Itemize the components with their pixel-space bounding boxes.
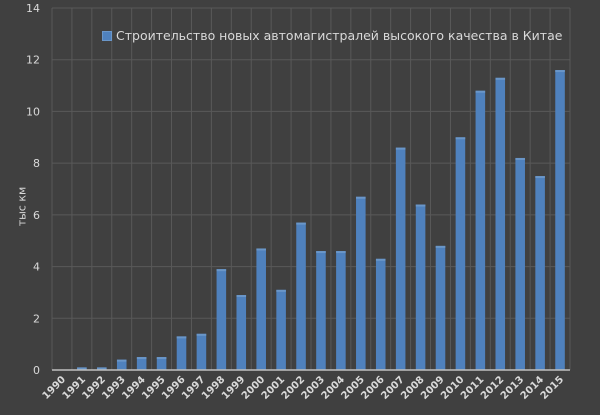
bar-1998 <box>216 269 227 370</box>
bar-top-highlight <box>515 157 525 160</box>
bar-2007 <box>395 147 406 370</box>
bar-2010 <box>455 137 466 370</box>
bar-top-highlight <box>555 70 565 73</box>
bar-2014 <box>535 176 545 370</box>
bar-1997 <box>196 333 207 370</box>
bar-1996 <box>176 336 187 370</box>
bar-2004 <box>336 251 346 370</box>
bar-1994 <box>136 357 147 370</box>
x-tick-label: 2015 <box>539 374 566 401</box>
bar-top-highlight <box>256 248 266 251</box>
bar-2013 <box>515 157 525 370</box>
legend: Строительство новых автомагистралей высо… <box>102 28 562 43</box>
y-tick-label: 0 <box>33 364 40 377</box>
bar-2006 <box>375 258 386 370</box>
bar-2000 <box>256 248 266 370</box>
y-axis-ticks: 0 2 4 6 8 10 12 14 <box>26 2 40 377</box>
y-tick-label: 14 <box>26 2 40 15</box>
y-tick-label: 12 <box>26 54 40 67</box>
bar-top-highlight <box>375 258 386 261</box>
bar-2008 <box>415 204 426 370</box>
y-tick-label: 4 <box>33 261 40 274</box>
bar-top-highlight <box>176 336 187 339</box>
y-tick-label: 2 <box>33 312 40 325</box>
bar-top-highlight <box>395 147 406 150</box>
bar-top-highlight <box>316 251 326 254</box>
bar-1995 <box>156 357 167 370</box>
bar-series <box>77 70 565 371</box>
bar-top-highlight <box>276 289 286 292</box>
bar-2009 <box>435 245 446 370</box>
bar-top-highlight <box>336 251 346 254</box>
bar-top-highlight <box>475 90 486 93</box>
bar-top-highlight <box>415 204 426 207</box>
bar-2002 <box>296 222 306 370</box>
bar-2011 <box>475 90 486 370</box>
bar-2012 <box>495 77 506 371</box>
bar-top-highlight <box>455 137 466 140</box>
y-tick-label: 8 <box>33 157 40 170</box>
bar-top-highlight <box>356 196 366 199</box>
x-axis-ticks: 1990199119921993199419951996199719981999… <box>41 374 567 401</box>
bar-top-highlight <box>156 357 167 360</box>
bar-top-highlight <box>296 222 306 225</box>
y-tick-label: 10 <box>26 105 40 118</box>
bar-top-highlight <box>77 367 87 370</box>
bar-top-highlight <box>136 357 147 360</box>
bar-top-highlight <box>216 269 227 272</box>
bar-2003 <box>316 251 326 370</box>
bar-2001 <box>276 289 286 370</box>
bar-top-highlight <box>535 176 545 179</box>
y-axis-label: тыс км <box>15 186 29 227</box>
legend-label: Строительство новых автомагистралей высо… <box>116 28 563 43</box>
bar-top-highlight <box>116 359 127 362</box>
legend-swatch-icon <box>102 30 112 41</box>
bar-1993 <box>116 359 127 370</box>
bar-1999 <box>236 295 247 370</box>
bar-top-highlight <box>97 367 107 370</box>
bar-top-highlight <box>236 295 247 298</box>
bar-2005 <box>356 196 366 370</box>
y-tick-label: 6 <box>33 209 40 222</box>
bar-2015 <box>555 70 565 371</box>
bar-top-highlight <box>196 333 207 336</box>
bar-top-highlight <box>435 245 446 248</box>
bar-top-highlight <box>495 77 506 80</box>
grid-lines <box>51 7 571 370</box>
